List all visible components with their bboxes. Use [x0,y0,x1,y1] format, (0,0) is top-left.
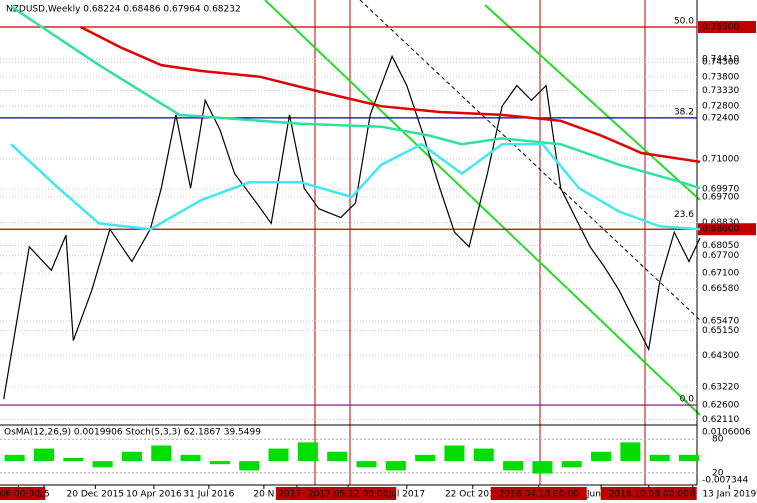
y-tick-label: 0.62600 [702,401,739,411]
x-tick-label: 20 N [253,490,274,500]
y-tick-label: 0.62110 [702,415,739,425]
y2-tick-label: 20 [712,468,724,478]
osma-bar [503,461,524,471]
tick-box [698,21,756,34]
x-tick-label: 31 Jul 2016 [183,490,234,500]
moving-average [10,142,701,231]
y-tick-label: 0.67100 [702,269,739,279]
x-tick-label: Jul 2017 [387,490,425,500]
trend-line [359,0,701,321]
x-tick-label: Jun 20 [586,490,616,500]
tick-box [0,487,46,500]
osma-bar [180,454,201,462]
y-tick-label: 0.68050 [702,241,739,251]
x-tick-label: 2018.10.08 00:00 [609,490,690,500]
chart-title: NZDUSD,Weekly 0.68224 0.68486 0.67964 0.… [6,5,241,15]
x-tick-label: 2017.03 [278,490,315,500]
osma-bar [4,454,25,462]
osma-bar [561,461,582,468]
osma-bar [63,457,84,462]
osma-bar [327,451,348,462]
osma-bar [415,454,436,462]
y-tick-label: 0.72400 [702,113,739,123]
osma-bar [33,448,54,462]
osma-bar [297,442,318,462]
x-tick-label: 2018.04.13 00:00 [499,490,580,500]
x-tick-label: 10 Apr 2016 [126,490,182,500]
y-tick-label: 0.73800 [702,72,739,82]
y-tick-label: -0.007344 [702,476,748,486]
tick-box [600,487,697,500]
fib-label: 23.6 [674,210,694,220]
tick-box [698,223,756,236]
osc-title: OsMA(12,26,9) 0.0019906 Stoch(5,3,3) 62.… [4,428,261,438]
osma-bar [444,445,465,462]
moving-average [10,5,701,190]
y2-tick-label: 80 [712,435,724,445]
y-tick-label: 0.69700 [702,193,739,203]
tick-box [490,487,587,500]
x-tick-label: 8 [690,490,696,500]
y-tick-label: 0.67700 [702,251,739,261]
y-tick-label: 0.63220 [702,382,739,392]
y-tick-label: 0.65150 [702,326,739,336]
x-tick-label: 2017.05.12 00:00 [308,490,389,500]
osma-bar [620,442,641,462]
y-tick-label: 0.0106006 [702,428,751,438]
y-tick-label: 0.68830 [702,218,739,228]
y-tick-label: 0.72800 [702,102,739,112]
channel-line [264,0,701,416]
osma-bar [92,461,113,468]
osma-bar [151,445,172,462]
y-tick-label: 0.75500 [702,23,739,33]
x-tick-label: .06 00:00 [0,490,40,500]
x-tick-label: 22 Oct 2017 [445,490,501,500]
y-tick-label: 0.71000 [702,154,739,164]
osma-bar [385,461,406,471]
y-tick-label: 0.74410 [702,54,739,64]
osma-bar [532,461,553,474]
x-tick-label: 13 Jan 2019 [702,490,756,500]
fib-label: 50.0 [674,17,694,27]
fib-label: 38.2 [674,107,694,117]
x-tick-label: 15 [38,490,49,500]
price-line [3,54,701,400]
moving-average [80,25,701,164]
y-tick-label: 0.65470 [702,316,739,326]
fib-label: 0.0 [680,395,695,405]
y-tick-label: 0.64300 [702,351,739,361]
osma-bar [591,451,612,462]
y-tick-label: 0.68600 [702,225,739,235]
osma-bar [121,451,142,462]
decor [0,0,701,486]
tick-box [300,487,397,500]
osma-bar [473,448,494,462]
osma-bar [268,448,289,462]
y-tick-label: 0.74300 [702,58,739,68]
osma-bar [356,461,377,468]
x-tick-label: 20 Dec 2015 [67,490,125,500]
osma-bar [649,454,670,462]
channel-line [484,4,701,201]
osma-bar [679,454,700,462]
y-tick-label: 0.73330 [702,86,739,96]
y-tick-label: 0.66580 [702,284,739,294]
osma-bar [239,461,260,471]
osma-bar [209,461,230,465]
y-tick-label: 0.69970 [702,185,739,195]
